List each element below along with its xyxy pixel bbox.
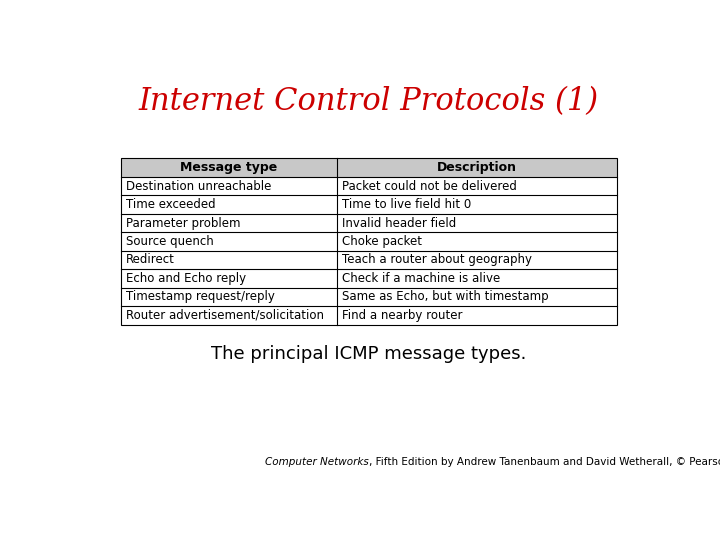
- Text: Invalid header field: Invalid header field: [342, 217, 456, 230]
- Text: Choke packet: Choke packet: [342, 235, 423, 248]
- Text: Same as Echo, but with timestamp: Same as Echo, but with timestamp: [342, 291, 549, 303]
- Text: Computer Networks: Computer Networks: [265, 457, 369, 467]
- Text: Teach a router about geography: Teach a router about geography: [342, 253, 532, 267]
- Text: Description: Description: [437, 161, 517, 174]
- Text: Time exceeded: Time exceeded: [126, 198, 216, 211]
- Text: Parameter problem: Parameter problem: [126, 217, 240, 230]
- Text: Message type: Message type: [180, 161, 277, 174]
- Text: Internet Control Protocols (1): Internet Control Protocols (1): [139, 85, 599, 117]
- Text: Destination unreachable: Destination unreachable: [126, 180, 271, 193]
- Text: Echo and Echo reply: Echo and Echo reply: [126, 272, 246, 285]
- Text: Redirect: Redirect: [126, 253, 175, 267]
- Text: Check if a machine is alive: Check if a machine is alive: [342, 272, 500, 285]
- Text: , Fifth Edition by Andrew Tanenbaum and David Wetherall, © Pearson Education-Pre: , Fifth Edition by Andrew Tanenbaum and …: [369, 457, 720, 467]
- Text: The principal ICMP message types.: The principal ICMP message types.: [211, 346, 527, 363]
- Text: Router advertisement/solicitation: Router advertisement/solicitation: [126, 309, 324, 322]
- Bar: [121, 158, 617, 177]
- Text: Timestamp request/reply: Timestamp request/reply: [126, 291, 275, 303]
- Text: Find a nearby router: Find a nearby router: [342, 309, 463, 322]
- Text: Packet could not be delivered: Packet could not be delivered: [342, 180, 517, 193]
- Text: Source quench: Source quench: [126, 235, 214, 248]
- Text: Time to live field hit 0: Time to live field hit 0: [342, 198, 472, 211]
- Bar: [121, 158, 617, 325]
